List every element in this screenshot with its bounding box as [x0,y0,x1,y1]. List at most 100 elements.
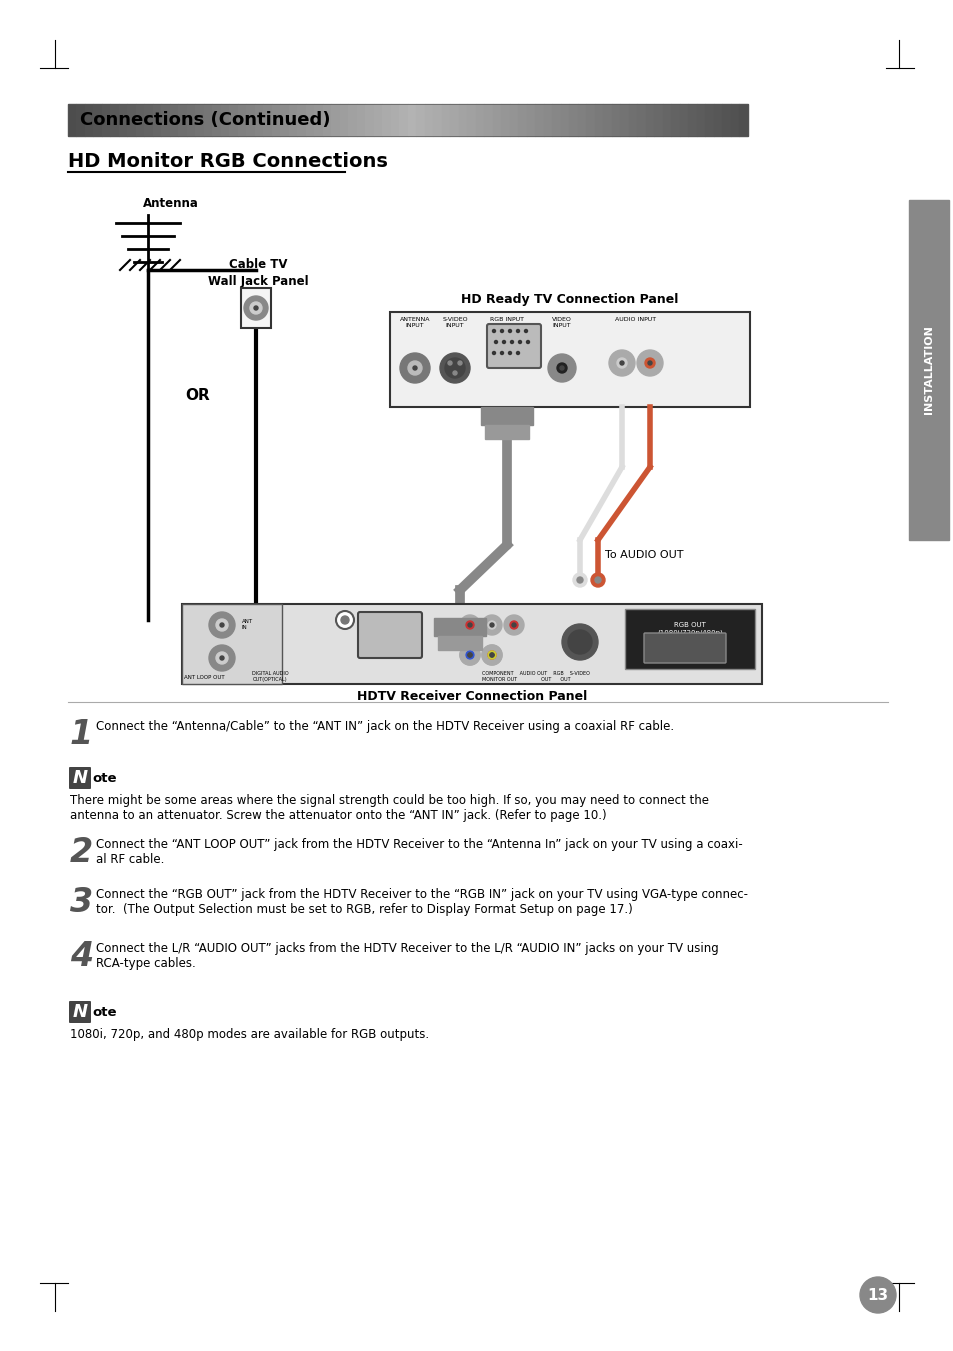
Circle shape [557,363,566,373]
Bar [128,104,136,136]
Text: ote: ote [91,1005,116,1019]
Circle shape [492,330,495,332]
Circle shape [457,361,461,365]
Circle shape [561,624,598,661]
Bar [182,604,761,684]
Circle shape [399,353,430,382]
Bar [662,104,671,136]
Bar [187,104,195,136]
Text: INSTALLATION: INSTALLATION [923,326,933,415]
Bar [645,104,654,136]
Circle shape [209,612,234,638]
Bar [390,312,749,407]
Text: RGB INPUT: RGB INPUT [490,317,523,322]
Circle shape [647,361,651,365]
Circle shape [250,303,262,313]
Text: ote: ote [91,771,116,785]
Circle shape [481,615,501,635]
Circle shape [215,653,228,663]
Circle shape [516,330,519,332]
Circle shape [608,350,635,376]
Bar [119,104,128,136]
Text: 4: 4 [70,940,93,973]
Bar [178,104,187,136]
Bar [637,104,645,136]
Circle shape [573,573,586,586]
Bar [467,104,476,136]
Bar [586,104,595,136]
Bar [85,104,93,136]
Circle shape [488,621,496,630]
Circle shape [465,651,474,659]
Bar [484,426,529,439]
Bar [263,104,272,136]
Circle shape [453,372,456,376]
Text: Connect the “RGB OUT” jack from the HDTV Receiver to the “RGB IN” jack on your T: Connect the “RGB OUT” jack from the HDTV… [96,888,747,916]
Bar [908,200,948,540]
Bar [204,104,213,136]
Bar [237,104,246,136]
Text: HD Ready TV Connection Panel: HD Ready TV Connection Panel [461,293,678,305]
Bar [552,104,560,136]
Bar [493,104,501,136]
Circle shape [516,351,519,354]
Circle shape [494,340,497,343]
Circle shape [617,358,626,367]
Bar [144,104,152,136]
Bar [272,104,280,136]
Circle shape [619,361,623,365]
Circle shape [215,619,228,631]
Text: 1: 1 [70,717,93,751]
Bar [697,104,705,136]
Bar [476,104,484,136]
Text: AUDIO INPUT: AUDIO INPUT [615,317,656,322]
Bar [739,104,747,136]
Text: There might be some areas where the signal strength could be too high. If so, yo: There might be some areas where the sign… [70,794,708,821]
Bar [331,104,339,136]
Text: 2: 2 [70,836,93,869]
Bar [365,104,374,136]
Circle shape [559,366,563,370]
Bar [280,104,289,136]
Circle shape [637,350,662,376]
Circle shape [459,615,479,635]
Bar [391,104,399,136]
Bar [433,104,441,136]
Bar [408,104,416,136]
FancyBboxPatch shape [643,634,725,663]
Text: OR: OR [185,388,210,403]
Bar [213,104,221,136]
Circle shape [526,340,529,343]
Text: Connect the “ANT LOOP OUT” jack from the HDTV Receiver to the “Antenna In” jack : Connect the “ANT LOOP OUT” jack from the… [96,838,742,866]
Circle shape [503,615,523,635]
Bar [68,104,76,136]
Text: HDTV Receiver Connection Panel: HDTV Receiver Connection Panel [356,690,586,703]
Bar [246,104,254,136]
Bar [654,104,662,136]
Bar [480,407,533,426]
Circle shape [490,653,494,657]
Bar [382,104,391,136]
Bar [721,104,730,136]
Bar [230,104,237,136]
Circle shape [567,630,592,654]
Bar [484,104,493,136]
Circle shape [220,657,224,661]
Bar [560,104,569,136]
Circle shape [518,340,521,343]
Circle shape [512,623,516,627]
Circle shape [468,623,472,627]
Circle shape [595,577,600,584]
Bar [221,104,230,136]
Circle shape [439,353,470,382]
Circle shape [253,305,257,309]
Circle shape [448,361,452,365]
Circle shape [490,623,494,627]
Bar [93,104,102,136]
Circle shape [444,358,464,378]
Bar [501,104,510,136]
Bar [323,104,331,136]
Circle shape [508,330,511,332]
Bar [510,104,518,136]
Circle shape [465,621,474,630]
